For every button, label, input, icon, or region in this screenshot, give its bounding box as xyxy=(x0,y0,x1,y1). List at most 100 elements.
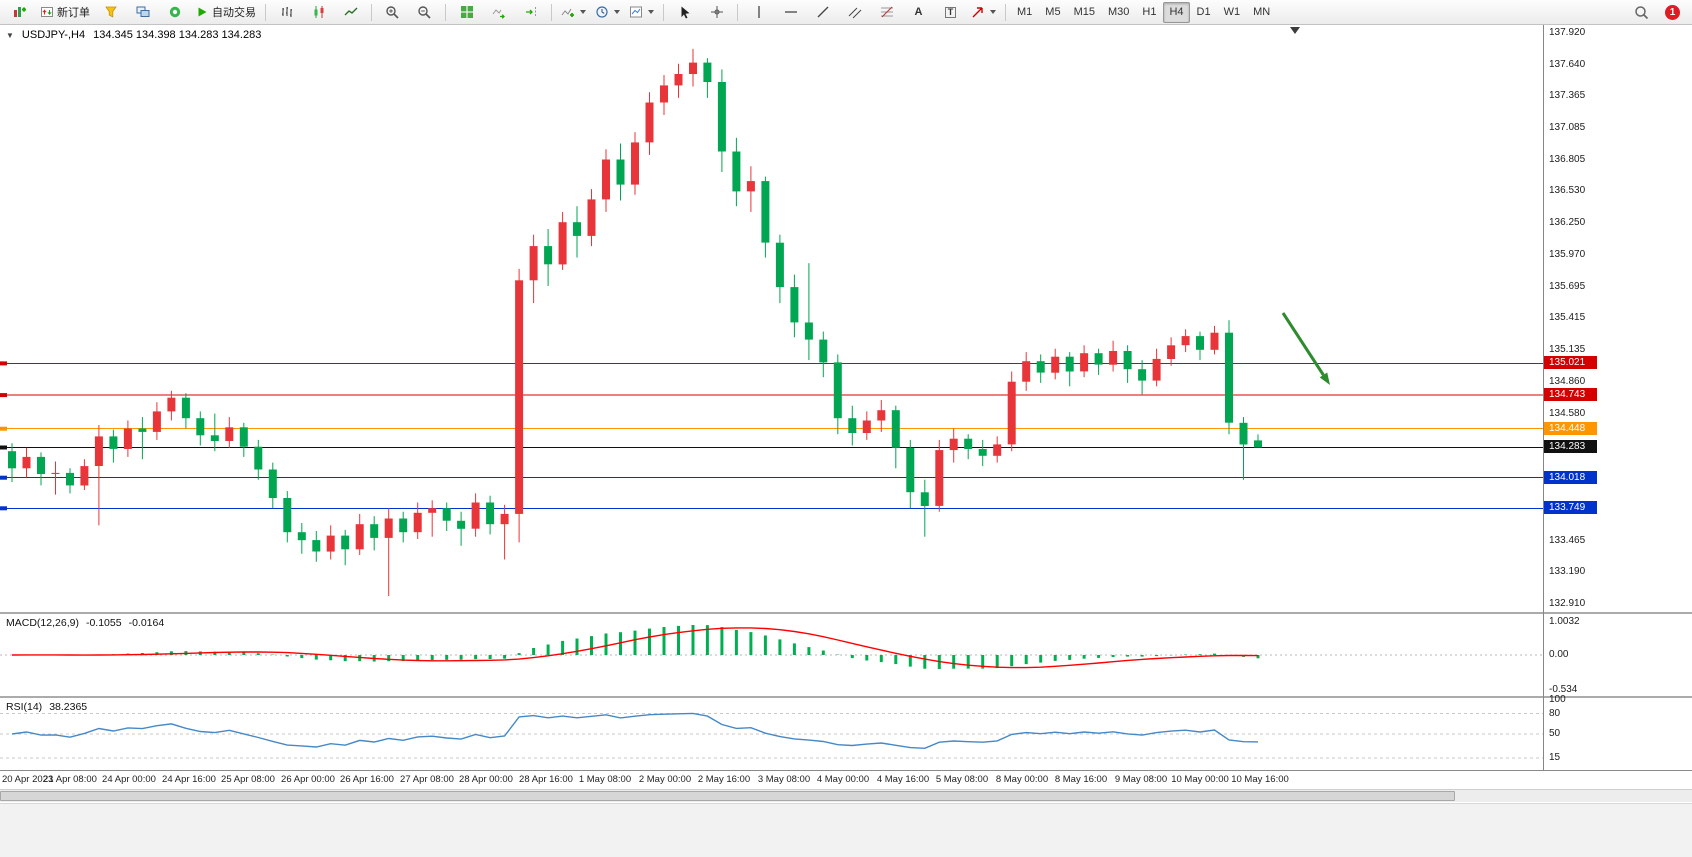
community-button[interactable] xyxy=(159,1,190,24)
trend-arrow-annotation[interactable] xyxy=(1281,312,1325,376)
timeframe-button-M5[interactable]: M5 xyxy=(1045,6,1061,18)
pane-separator[interactable] xyxy=(0,612,1692,614)
candle xyxy=(399,518,408,533)
candle xyxy=(862,420,871,433)
chart-shift-marker[interactable] xyxy=(1290,27,1300,34)
time-label: 20 Apr 2023 xyxy=(2,774,54,785)
timeframe-button-M30[interactable]: M30 xyxy=(1107,6,1130,18)
candle xyxy=(1239,422,1248,445)
price-line-left-marker xyxy=(0,475,7,480)
pane-separator[interactable] xyxy=(0,696,1692,698)
line-chart-button[interactable] xyxy=(335,1,366,24)
candle xyxy=(1181,336,1190,346)
periods-button[interactable] xyxy=(591,1,624,24)
candle xyxy=(80,466,89,486)
timeframe-button-MN[interactable]: MN xyxy=(1253,6,1271,18)
trendline-icon xyxy=(817,6,828,18)
toolbar-separator xyxy=(551,3,552,21)
new-order-button[interactable]: 新订单 xyxy=(36,1,94,24)
timeframe-button-M15[interactable]: M15 xyxy=(1073,6,1095,18)
candle xyxy=(196,418,205,436)
candle xyxy=(37,456,45,474)
fibonacci-tool-button[interactable] xyxy=(871,1,902,24)
text-tool-button[interactable]: A xyxy=(903,1,934,24)
time-label: 27 Apr 08:00 xyxy=(400,774,454,785)
time-label: 8 May 00:00 xyxy=(995,774,1049,785)
market-watch-button[interactable] xyxy=(127,1,158,24)
dropdown-caret-icon xyxy=(614,10,620,14)
label-tool-icon: T xyxy=(944,6,957,18)
price-line-tag[interactable]: 134.283 xyxy=(1544,440,1597,453)
auto-scroll-button[interactable] xyxy=(483,1,514,24)
chart-symbol-period: USDJPY-,H4 xyxy=(21,29,86,41)
price-line-tag[interactable]: 135.021 xyxy=(1544,356,1597,369)
chart-shift-button[interactable] xyxy=(515,1,546,24)
notification-badge[interactable]: 1 xyxy=(1665,4,1680,20)
time-label: 28 Apr 16:00 xyxy=(519,774,573,785)
price-tick: 132.910 xyxy=(1549,598,1586,609)
macd-indicator-pane[interactable] xyxy=(0,614,1543,696)
auto-trading-button[interactable]: 自动交易 xyxy=(191,1,260,24)
price-axis-border xyxy=(1543,25,1544,770)
candle xyxy=(66,472,74,486)
timeframe-button-M1[interactable]: M1 xyxy=(1017,6,1033,18)
horizontal-line-icon xyxy=(784,11,797,13)
candle xyxy=(1036,361,1045,373)
scrollbar-thumb[interactable] xyxy=(0,791,1455,801)
candlestick-chart-button[interactable] xyxy=(303,1,334,24)
templates-button[interactable] xyxy=(625,1,658,24)
dropdown-caret-icon xyxy=(580,10,586,14)
price-line-tag[interactable]: 134.018 xyxy=(1544,471,1597,484)
crosshair-button[interactable] xyxy=(701,1,732,24)
time-label: 10 May 00:00 xyxy=(1171,774,1229,785)
indicators-button[interactable] xyxy=(557,1,590,24)
horizontal-line-tool-button[interactable] xyxy=(775,1,806,24)
trendline-tool-button[interactable] xyxy=(807,1,838,24)
chart-shift-icon xyxy=(525,7,536,17)
price-line-left-marker xyxy=(0,426,7,431)
timeframe-button-D1[interactable]: D1 xyxy=(1196,6,1211,18)
rsi-label: RSI(14) 38.2365 xyxy=(6,701,87,713)
bar-chart-button[interactable] xyxy=(271,1,302,24)
cursor-button[interactable] xyxy=(669,1,700,24)
price-tick: 134.860 xyxy=(1549,376,1586,387)
zoom-out-button[interactable] xyxy=(409,1,440,24)
price-line-tag[interactable]: 134.743 xyxy=(1544,388,1597,401)
arrows-tool-button[interactable] xyxy=(967,1,1000,24)
zoom-in-button[interactable] xyxy=(377,1,408,24)
time-label: 2 May 00:00 xyxy=(638,774,692,785)
vertical-line-tool-button[interactable] xyxy=(743,1,774,24)
search-button[interactable] xyxy=(1626,1,1657,24)
rsi-axis-tick: 80 xyxy=(1549,708,1561,719)
candle xyxy=(283,498,292,533)
arrows-tool-icon xyxy=(972,7,983,18)
toolbar-separator xyxy=(371,3,372,21)
timeframe-button-H1[interactable]: H1 xyxy=(1142,6,1157,18)
timeframe-button-H4[interactable]: H4 xyxy=(1163,1,1190,23)
candle xyxy=(210,435,219,441)
price-line-left-marker xyxy=(0,506,7,511)
candle xyxy=(51,472,60,474)
time-label: 8 May 16:00 xyxy=(1054,774,1108,785)
zoom-out-icon xyxy=(418,5,431,19)
horizontal-scrollbar[interactable] xyxy=(0,789,1692,802)
candlestick-chart[interactable] xyxy=(0,25,1543,612)
rsi-indicator-pane[interactable] xyxy=(0,698,1543,770)
label-tool-button[interactable]: T xyxy=(935,1,966,24)
candle xyxy=(920,492,929,506)
candle xyxy=(413,512,422,533)
time-label: 25 Apr 08:00 xyxy=(221,774,275,785)
price-tick: 133.190 xyxy=(1549,566,1586,577)
candle xyxy=(225,427,234,441)
chart-menu-arrow-icon[interactable]: ▼ xyxy=(6,30,14,40)
timeframe-button-W1[interactable]: W1 xyxy=(1223,6,1241,18)
zoom-in-icon xyxy=(386,5,399,19)
price-line-tag[interactable]: 133.749 xyxy=(1544,501,1597,514)
price-line-tag[interactable]: 134.448 xyxy=(1544,422,1597,435)
new-chart-button[interactable] xyxy=(4,1,35,24)
signals-funnel-button[interactable] xyxy=(95,1,126,24)
candle xyxy=(833,362,842,419)
tile-windows-button[interactable] xyxy=(451,1,482,24)
candle xyxy=(935,450,944,506)
channel-tool-button[interactable] xyxy=(839,1,870,24)
